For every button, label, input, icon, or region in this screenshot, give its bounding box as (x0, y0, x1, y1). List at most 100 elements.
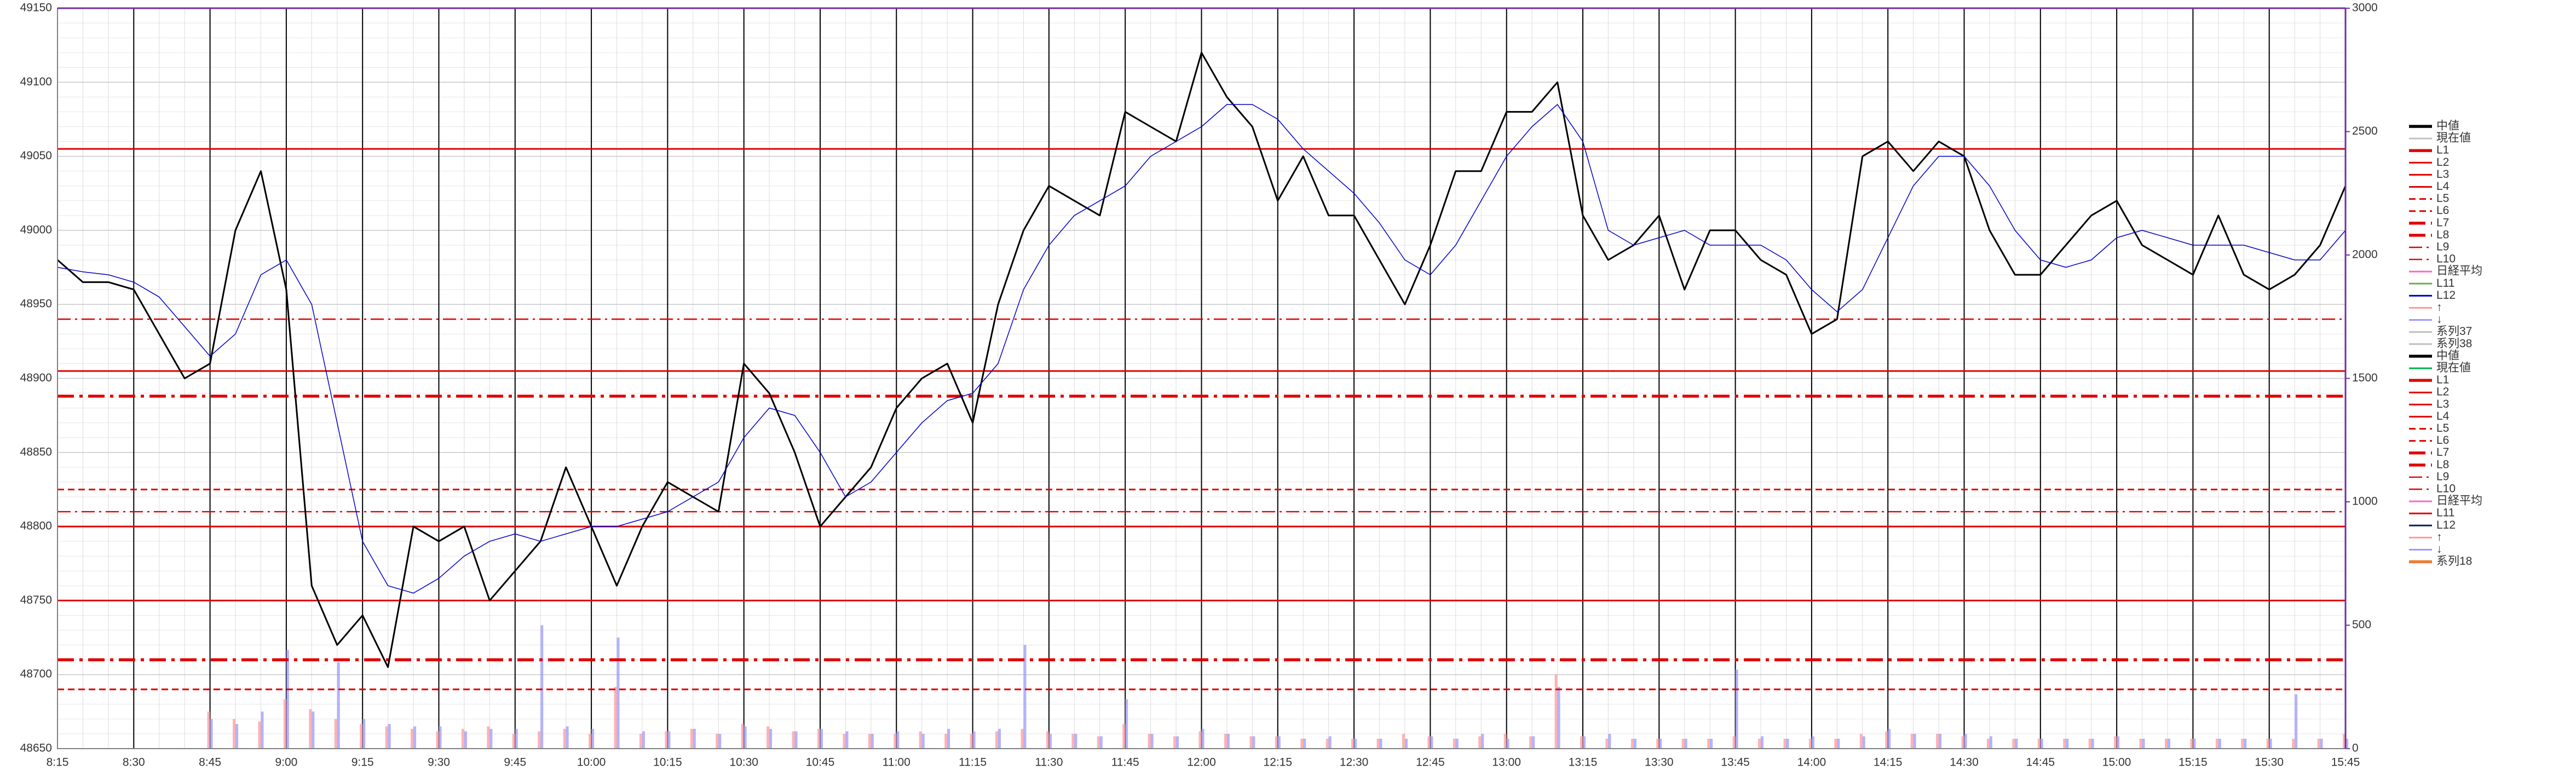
volume-bar (2295, 694, 2298, 749)
x-tick-label: 15:15 (2179, 756, 2208, 769)
x-tick-label: 11:00 (883, 756, 910, 769)
volume-bar (896, 731, 900, 749)
volume-bar (2040, 738, 2043, 749)
volume-bar (2088, 738, 2091, 749)
legend-label: L1 (2436, 144, 2449, 157)
legend-label: L10 (2436, 483, 2456, 495)
legend-label: L4 (2436, 180, 2450, 193)
volume-bar (2164, 738, 2168, 749)
x-tick-label: 12:45 (1416, 756, 1445, 769)
volume-bar (388, 723, 391, 749)
volume-bar (1201, 728, 1205, 749)
legend-label: L9 (2436, 241, 2449, 253)
y-tick-label: 49100 (20, 76, 52, 88)
volume-bar (921, 733, 925, 749)
volume-bar (1707, 738, 1710, 749)
legend-label: 系列37 (2436, 325, 2472, 338)
volume-bar (1837, 738, 1840, 749)
volume-bar (464, 731, 467, 749)
legend-label: ↑ (2436, 301, 2442, 314)
volume-bar (1630, 738, 1634, 749)
y-tick-label: 48950 (20, 298, 52, 310)
x-tick-label: 15:30 (2255, 756, 2284, 769)
volume-bar (1148, 733, 1151, 749)
legend-label: L2 (2436, 156, 2449, 169)
volume-bar (2317, 738, 2320, 749)
volume-bar (1023, 645, 1027, 749)
volume-bar (972, 731, 976, 749)
volume-bar (385, 726, 388, 749)
y-tick-label: 48650 (20, 742, 52, 755)
x-tick-label: 9:00 (275, 756, 297, 769)
volume-bar (1761, 736, 1764, 749)
legend-label: ↑ (2436, 531, 2442, 543)
volume-bar (1885, 731, 1888, 749)
volume-bar (1277, 736, 1281, 749)
legend-label: L8 (2436, 458, 2449, 471)
legend-label: L6 (2436, 204, 2449, 217)
x-tick-label: 8:15 (47, 756, 69, 769)
volume-bar (309, 709, 312, 749)
volume-bar (1732, 736, 1736, 749)
volume-bar (639, 733, 642, 749)
volume-bar (512, 733, 515, 749)
volume-bar (1326, 738, 1329, 749)
volume-bar (1099, 736, 1103, 749)
volume-bar (515, 728, 518, 749)
volume-bar (360, 723, 363, 749)
legend-label: 中値 (2436, 120, 2459, 132)
volume-bar (261, 711, 264, 749)
legend-label: ↓ (2436, 543, 2442, 555)
volume-bar (2244, 738, 2247, 749)
legend-label: L7 (2436, 446, 2449, 459)
volume-bar (1021, 728, 1024, 749)
x-tick-label: 14:45 (2026, 756, 2055, 769)
y2-tick-label: 2000 (2352, 248, 2378, 261)
volume-bar (693, 728, 696, 749)
legend-label: L1 (2436, 374, 2449, 386)
volume-bar (1074, 733, 1077, 749)
y-tick-label: 49000 (20, 223, 52, 236)
y-tick-label: 48750 (20, 594, 52, 606)
volume-bar (2241, 738, 2244, 749)
volume-bar (1939, 733, 1942, 749)
volume-bar (1150, 733, 1154, 749)
volume-bar (1455, 738, 1459, 749)
volume-bar (1811, 736, 1814, 749)
legend-label: 系列18 (2436, 555, 2472, 567)
legend-label: 系列38 (2436, 337, 2472, 350)
volume-bar (1735, 669, 1738, 749)
volume-bar (2015, 738, 2018, 749)
volume-bar (2320, 738, 2323, 749)
volume-bar (1198, 731, 1202, 749)
x-tick-label: 11:30 (1035, 756, 1063, 769)
series-line (57, 104, 2346, 594)
volume-bar (2037, 738, 2041, 749)
volume-bar (995, 731, 999, 749)
volume-bar (1351, 738, 1355, 749)
x-tick-label: 14:15 (1874, 756, 1903, 769)
volume-bar (1173, 736, 1177, 749)
volume-bar (769, 728, 773, 749)
volume-bar (1583, 736, 1586, 749)
legend-label: 現在値 (2436, 132, 2471, 144)
volume-bar (970, 733, 973, 749)
volume-bar (2066, 738, 2069, 749)
x-tick-label: 10:30 (729, 756, 758, 769)
volume-bar (1557, 687, 1560, 749)
volume-bar (1913, 733, 1916, 749)
y-tick-label: 49050 (20, 149, 52, 162)
volume-bar (2114, 736, 2117, 749)
volume-bar (817, 728, 820, 749)
y2-tick-label: 3000 (2352, 2, 2378, 14)
legend-label: L3 (2436, 398, 2449, 410)
volume-bar (1888, 728, 1891, 749)
volume-bar (589, 733, 592, 749)
x-tick-label: 15:45 (2331, 756, 2360, 769)
x-tick-label: 13:00 (1492, 756, 1521, 769)
volume-bar (283, 699, 286, 749)
volume-bar (1684, 738, 1687, 749)
volume-bar (233, 719, 236, 749)
volume-bar (716, 733, 719, 749)
volume-bar (2167, 738, 2170, 749)
